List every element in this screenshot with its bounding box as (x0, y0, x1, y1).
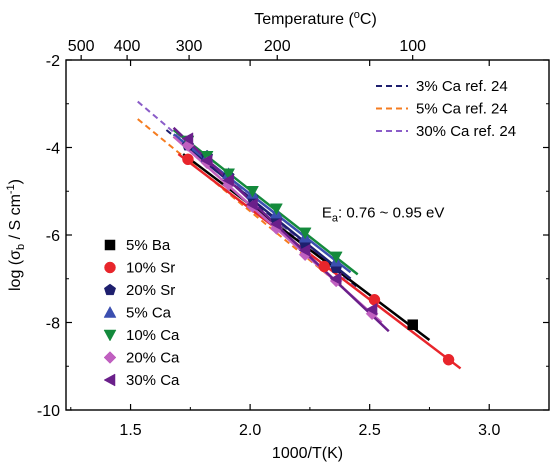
data-point (222, 168, 236, 181)
top-axis-title: Temperature (oC) (254, 9, 377, 28)
data-point (329, 272, 342, 286)
data-point (298, 243, 311, 257)
legend-label: 5% Ba (126, 237, 171, 254)
top-tick-label: 200 (264, 38, 291, 55)
legend-marker (103, 329, 117, 342)
data-point (368, 294, 381, 306)
legend-label: 10% Sr (126, 260, 175, 277)
legend-label: 30% Ca (126, 372, 180, 389)
legend-label: 30% Ca ref. 24 (416, 123, 516, 140)
y-tick-label: -4 (46, 141, 60, 158)
legend-label: 3% Ca ref. 24 (416, 78, 508, 95)
y-tick-label: -8 (46, 316, 60, 333)
data-point (200, 154, 213, 168)
top-tick-label: 500 (68, 38, 95, 55)
legend-marker (103, 351, 117, 364)
legend-marker (104, 261, 116, 274)
data-point (318, 260, 330, 273)
top-tick-label: 300 (176, 38, 203, 55)
data-point (269, 217, 282, 231)
legend-marker (103, 283, 117, 296)
y-axis-title-main: log (σ (7, 250, 24, 291)
fit-lines (172, 126, 462, 370)
reference-fit-line (137, 100, 347, 280)
reference-fit-line (137, 118, 347, 291)
fit-line (177, 153, 462, 370)
x-tick-label: 2.5 (359, 422, 381, 439)
top-axis-title-main: Temperature ( (254, 11, 354, 28)
data-point (407, 319, 418, 330)
data-markers (181, 132, 455, 366)
legend-samples: 5% Ba 10% Sr 20% Sr 5% Ca 10% Ca 20% Ca 30% Ca (103, 237, 180, 389)
legend-label: 20% Ca (126, 350, 180, 367)
y-tick-label: -2 (46, 53, 60, 70)
legend-marker (103, 373, 116, 387)
y-axis-title-sub: b (15, 244, 27, 250)
y-tick-label: -10 (37, 403, 60, 420)
x-axis-title: 1000/T(K) (272, 445, 343, 462)
data-point (442, 353, 455, 366)
legend-label: 5% Ca ref. 24 (416, 101, 508, 118)
top-tick-label: 400 (114, 38, 141, 55)
y-axis-title: log (σb / S cm-1) (5, 179, 27, 291)
data-point (181, 132, 194, 146)
legend-marker (103, 305, 117, 318)
legend-label: 10% Ca (126, 327, 180, 344)
legend-references: 3% Ca ref. 24 5% Ca ref. 24 30% Ca ref. 24 (376, 78, 516, 140)
y-tick-label: -6 (46, 228, 60, 245)
data-point (246, 186, 259, 198)
data-point (182, 153, 194, 166)
y-axis-title-end: ) (7, 179, 24, 184)
data-point (222, 173, 234, 187)
fit-line (172, 133, 352, 274)
data-point (298, 227, 312, 240)
axes: 1.5 2.0 2.5 3.0 -10 -8 -6 -4 -2 500 400 300 200 100 (37, 38, 549, 439)
annotation-text: : 0.76 ~ 0.95 eV (338, 205, 444, 222)
annotation-prefix: E (322, 205, 332, 222)
data-point (269, 203, 283, 216)
data-point (365, 302, 378, 316)
legend-label: 20% Sr (126, 282, 175, 299)
top-axis-title-end: C) (360, 11, 377, 28)
top-tick-label: 100 (399, 38, 426, 55)
activation-energy-annotation: Ea: 0.76 ~ 0.95 eV (322, 205, 444, 225)
top-axis-title-sup: o (354, 9, 360, 21)
legend-marker (104, 239, 116, 251)
x-tick-label: 1.5 (119, 422, 141, 439)
legend-label: 5% Ca (126, 305, 172, 322)
data-point (245, 197, 258, 211)
x-tick-label: 3.0 (478, 422, 500, 439)
x-tick-label: 2.0 (239, 422, 261, 439)
y-axis-title-mid: / S cm (7, 194, 24, 244)
y-axis-title-sup: -1 (5, 184, 17, 194)
annotation-sub: a (332, 213, 339, 225)
data-point (329, 251, 343, 264)
